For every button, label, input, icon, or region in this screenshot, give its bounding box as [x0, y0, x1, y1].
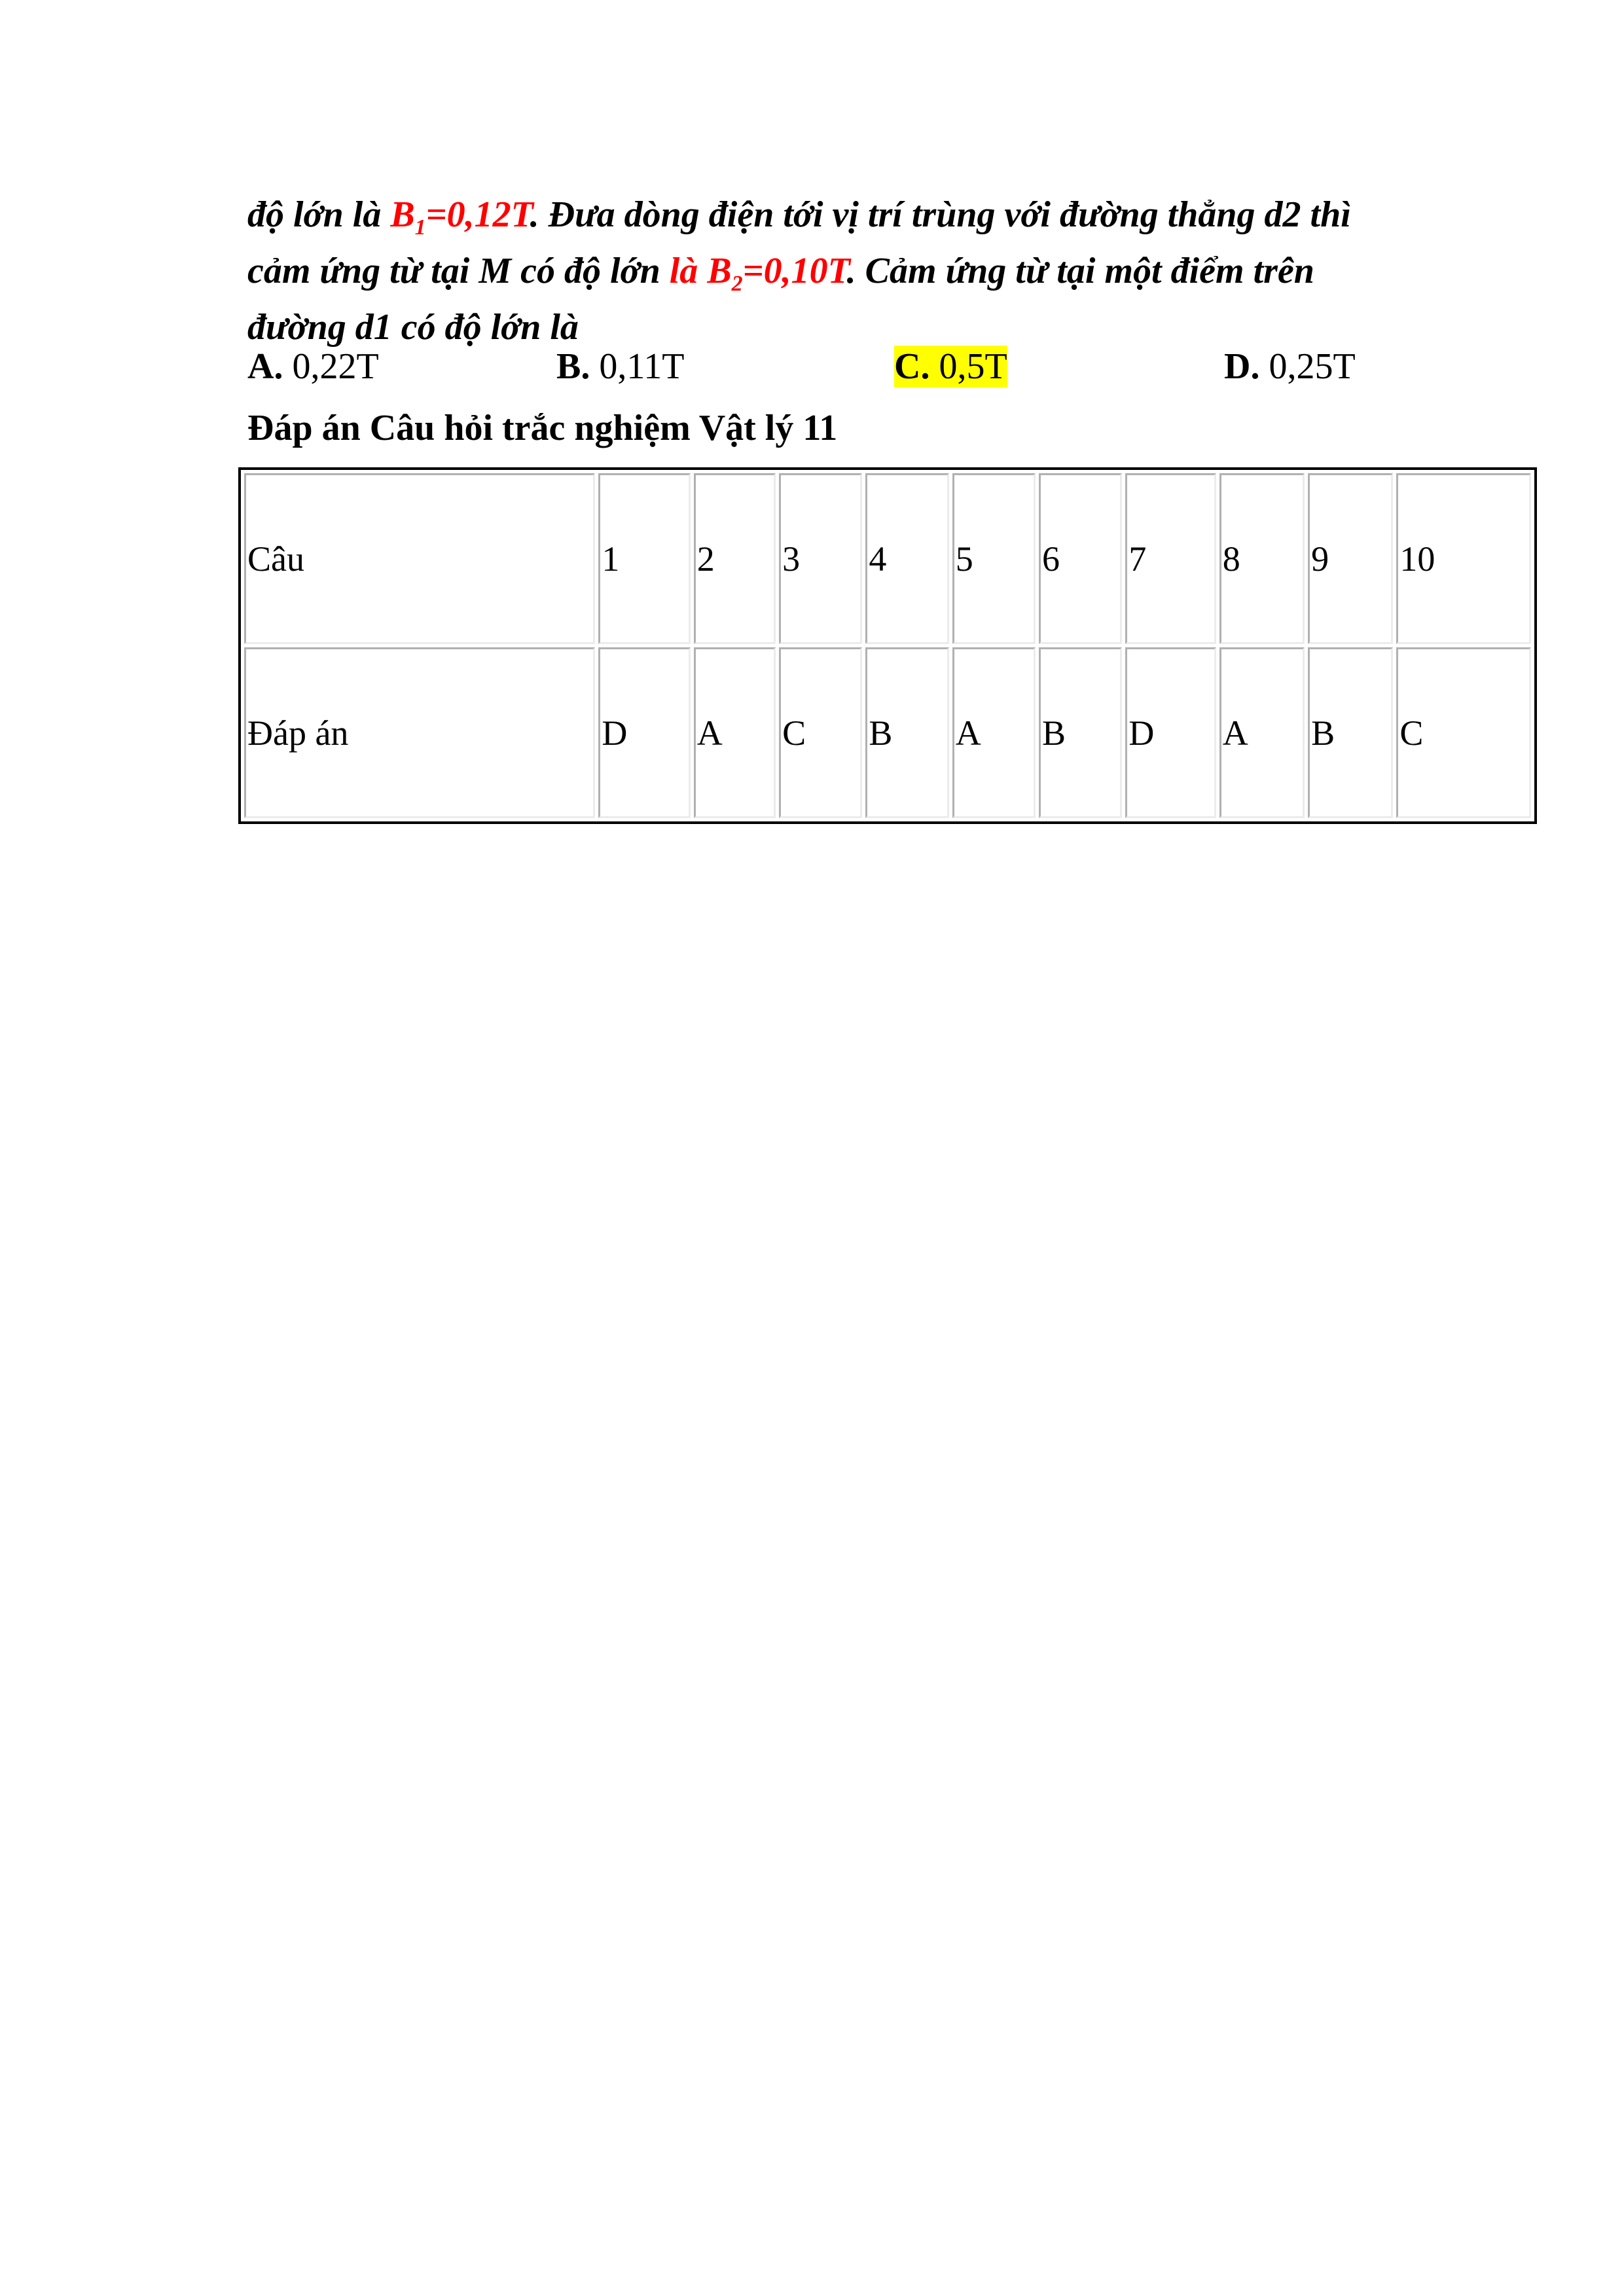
answer-cell: D: [1125, 647, 1216, 818]
option-value: 0,25T: [1259, 346, 1356, 387]
option-letter: D.: [1224, 346, 1260, 387]
answer-cell: C: [1396, 647, 1531, 818]
text: . Đưa dòng điện tới vị trí trùng với đườ…: [247, 194, 1351, 292]
b1-value: B1=0,12T: [390, 194, 530, 240]
row-label: Câu: [244, 473, 596, 644]
row-label: Đáp án: [244, 647, 596, 818]
table-row-answers: Đáp án D A C B A B D A B C: [244, 647, 1531, 818]
b1-symbol: B: [390, 194, 415, 235]
b2-value: là B2=0,10T: [669, 251, 847, 296]
question-number-cell: 1: [598, 473, 691, 644]
option-b: B. 0,11T: [556, 346, 685, 387]
text: độ lớn là: [247, 194, 391, 235]
answer-cell: D: [598, 647, 691, 818]
question-number-cell: 3: [779, 473, 863, 644]
b2-number: =0,10T: [742, 251, 847, 292]
answer-cell: B: [1039, 647, 1123, 818]
question-number-cell: 7: [1125, 473, 1216, 644]
question-number-cell: 4: [865, 473, 949, 644]
question-text: độ lớn là B1=0,12T. Đưa dòng điện tới vị…: [247, 193, 1399, 350]
b2-subscript: 2: [731, 272, 743, 296]
answer-table: Câu 1 2 3 4 5 6 7 8 9 10 Đáp án D A C B A B D A B C: [238, 467, 1537, 824]
answer-cell: A: [1219, 647, 1305, 818]
question-number-cell: 10: [1396, 473, 1531, 644]
question-number-cell: 8: [1219, 473, 1305, 644]
question-number-cell: 6: [1039, 473, 1123, 644]
option-value: 0,5T: [929, 346, 1007, 387]
question-number-cell: 5: [952, 473, 1036, 644]
option-d: D. 0,25T: [1224, 346, 1356, 387]
option-letter: A.: [247, 346, 283, 387]
b2-symbol: B: [707, 251, 732, 292]
text: . Cảm ứng từ tại một điểm trên đường d1 …: [247, 251, 1314, 348]
answer-cell: A: [952, 647, 1036, 818]
answer-heading: Đáp án Câu hỏi trắc nghiệm Vật lý 11: [247, 408, 838, 448]
option-value: 0,11T: [590, 346, 685, 387]
answer-cell: B: [865, 647, 949, 818]
answer-cell: C: [779, 647, 863, 818]
b1-subscript: 1: [414, 215, 426, 240]
option-letter: C.: [894, 346, 930, 387]
table-row-questions: Câu 1 2 3 4 5 6 7 8 9 10: [244, 473, 1531, 644]
question-number-cell: 9: [1308, 473, 1394, 644]
text: là: [669, 251, 708, 292]
option-c: C. 0,5T: [894, 346, 1007, 387]
option-a: A. 0,22T: [247, 346, 379, 387]
option-letter: B.: [556, 346, 590, 387]
option-value: 0,22T: [283, 346, 379, 387]
question-number-cell: 2: [693, 473, 776, 644]
b1-number: =0,12T: [425, 194, 530, 235]
answer-cell: A: [693, 647, 776, 818]
answer-cell: B: [1308, 647, 1394, 818]
